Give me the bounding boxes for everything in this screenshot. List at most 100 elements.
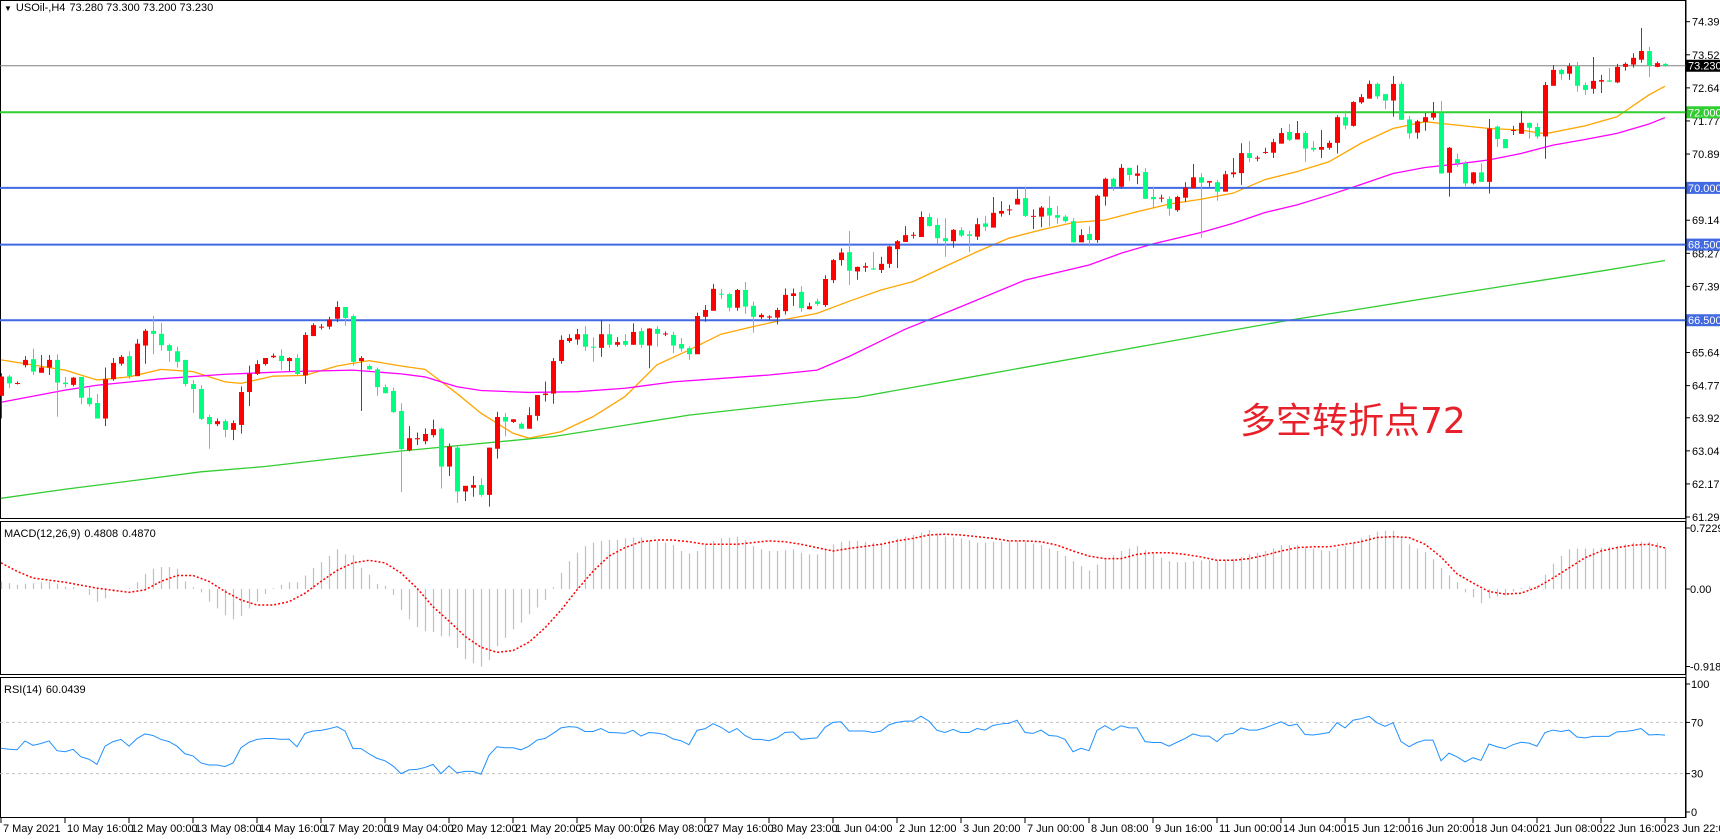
candle-body	[1039, 207, 1044, 217]
time-label: 18 Jun 04:00	[1475, 823, 1539, 835]
candle-body	[1087, 234, 1092, 241]
candle	[151, 316, 156, 355]
candle	[575, 328, 580, 345]
candle	[1575, 61, 1580, 92]
candle	[1215, 179, 1220, 201]
candle-body	[1527, 122, 1532, 128]
candle-body	[447, 446, 452, 467]
candle	[367, 364, 372, 371]
ma-fast-line	[0, 85, 1666, 439]
candle	[383, 384, 388, 394]
candle-body	[1183, 187, 1188, 198]
candle	[263, 358, 268, 366]
candle-body	[1015, 198, 1020, 205]
rsi-label: RSI(14)	[4, 684, 42, 696]
candle-body	[1207, 181, 1212, 183]
candle-body	[751, 305, 756, 317]
candle-body	[719, 293, 724, 295]
candle-body	[287, 358, 292, 362]
candle	[999, 201, 1004, 217]
candle	[983, 215, 988, 231]
candle-body	[55, 359, 60, 383]
candle	[807, 302, 812, 310]
candle-body	[1591, 80, 1596, 89]
candle-body	[823, 278, 828, 306]
candle	[919, 211, 924, 238]
candle-body	[1287, 131, 1292, 140]
candle-body	[1239, 153, 1244, 174]
candle	[335, 301, 340, 323]
candle-body	[1439, 113, 1444, 174]
candle	[1055, 206, 1060, 224]
candle	[1255, 155, 1260, 162]
candle-body	[895, 241, 900, 250]
candle-body	[871, 268, 876, 270]
rsi-axis-label: 100	[1691, 679, 1709, 691]
time-label: 21 Jun 08:00	[1539, 823, 1603, 835]
candle	[783, 288, 788, 315]
candle	[839, 248, 844, 266]
candle	[1183, 182, 1188, 202]
candle-body	[175, 351, 180, 362]
candle	[1607, 68, 1612, 83]
candle-body	[1295, 133, 1300, 140]
candle	[71, 376, 76, 387]
candle	[1191, 164, 1196, 189]
level-label: 73.230	[1688, 61, 1720, 73]
price-tick-label: 69.145	[1692, 215, 1720, 227]
candle-body	[143, 330, 148, 346]
time-label: 19 May 04:00	[387, 823, 454, 835]
candle-body	[1447, 147, 1452, 173]
macd-label: MACD(12,26,9)	[4, 528, 81, 540]
rsi-axis-label: 0	[1691, 807, 1697, 819]
candle-body	[1135, 173, 1140, 176]
candle	[1207, 181, 1212, 187]
candle	[1551, 64, 1556, 86]
candle	[1567, 63, 1572, 80]
candle-body	[1479, 172, 1484, 182]
candle	[95, 393, 100, 419]
candle	[1079, 229, 1084, 243]
price-tick-label: 64.770	[1692, 381, 1720, 393]
macd-pane-frame	[0, 521, 1686, 675]
candle-body	[863, 266, 868, 268]
time-label: 1 Jun 04:00	[835, 823, 893, 835]
candle	[1407, 116, 1412, 139]
candle-body	[623, 341, 628, 345]
macd-value: 0.4808	[84, 528, 119, 540]
candle	[1087, 226, 1092, 247]
candle	[943, 218, 948, 257]
candle	[175, 346, 180, 368]
candle	[1543, 82, 1548, 159]
candle	[1367, 80, 1372, 99]
candle	[1447, 147, 1452, 197]
candle	[647, 328, 652, 369]
candle-body	[1351, 102, 1356, 126]
candle	[503, 412, 508, 437]
level-label-box	[1686, 106, 1720, 119]
candle	[87, 386, 92, 407]
candle	[1615, 63, 1620, 84]
candle-body	[919, 216, 924, 238]
candle	[7, 375, 12, 388]
time-label: 13 May 08:00	[195, 823, 262, 835]
candle-body	[1191, 177, 1196, 189]
candle	[1591, 57, 1596, 94]
candle-body	[0, 376, 4, 396]
candle	[935, 218, 940, 244]
time-label: 22 Jun 16:00	[1603, 823, 1667, 835]
candle-body	[343, 306, 348, 318]
candle-body	[991, 212, 996, 228]
candle-body	[807, 306, 812, 310]
candle-body	[359, 358, 364, 362]
candle-body	[831, 260, 836, 281]
candle	[615, 337, 620, 347]
candle-body	[1383, 94, 1388, 101]
price-tick-label: 71.770	[1692, 116, 1720, 128]
candle	[743, 282, 748, 314]
triangle-down-icon[interactable]: ▼	[4, 3, 12, 13]
candle	[1519, 111, 1524, 134]
candle-body	[839, 252, 844, 261]
candle-body	[911, 234, 916, 236]
